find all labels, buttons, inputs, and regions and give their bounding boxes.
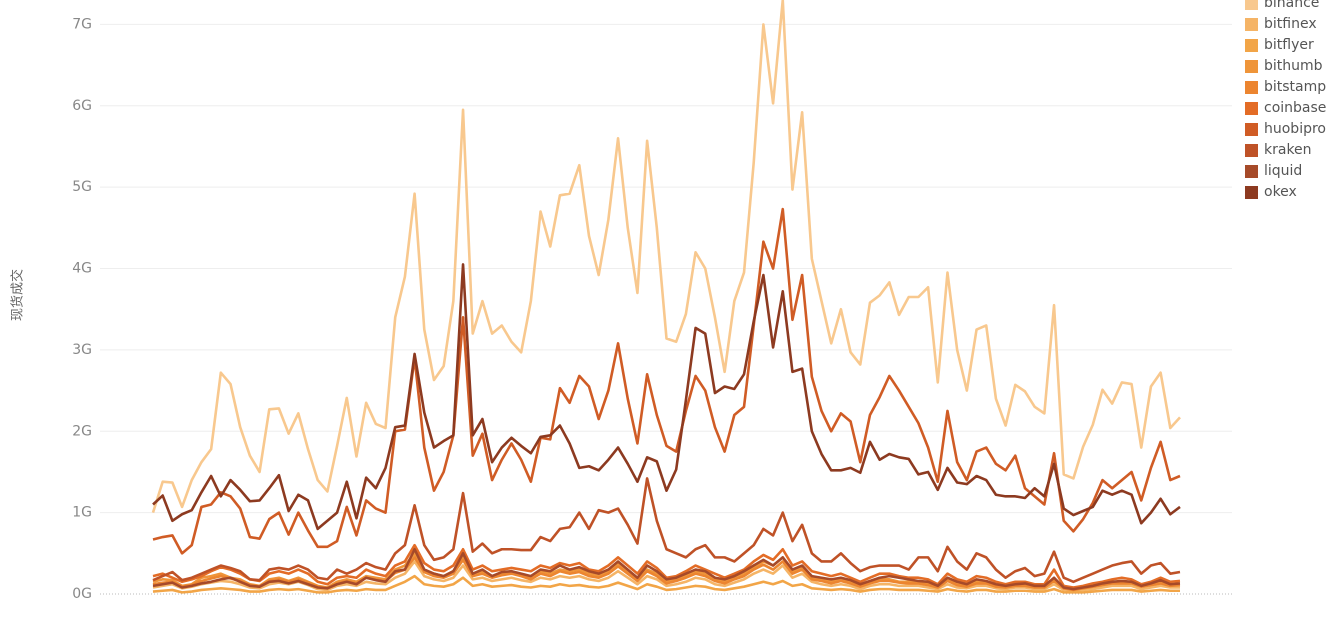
y-tick-label: 1G [72, 505, 92, 521]
legend-swatch [1245, 0, 1258, 10]
legend-swatch [1245, 81, 1258, 94]
legend-label: kraken [1264, 142, 1312, 158]
series-line [152, 263, 1181, 531]
legend-label: liquid [1264, 163, 1302, 179]
legend-swatch [1245, 186, 1258, 199]
legend-label: bithumb [1264, 58, 1323, 74]
legend-swatch [1245, 102, 1258, 115]
legend-swatch [1245, 18, 1258, 31]
legend-label: bitstamp [1264, 79, 1326, 95]
legend-swatch [1245, 165, 1258, 178]
y-axis-label: 现货成交 [10, 269, 26, 321]
series-line [151, 0, 1181, 514]
legend-swatch [1245, 39, 1258, 52]
legend-swatch [1245, 123, 1258, 136]
y-tick-label: 3G [72, 342, 92, 358]
legend-label: coinbase [1264, 100, 1326, 116]
legend-label: bitflyer [1264, 37, 1314, 53]
series-line [152, 477, 1181, 584]
y-tick-label: 5G [72, 179, 92, 195]
y-tick-label: 2G [72, 423, 92, 439]
y-tick-label: 4G [72, 261, 92, 277]
y-tick-label: 7G [72, 16, 92, 32]
y-tick-label: 0G [72, 586, 92, 602]
legend-swatch [1245, 60, 1258, 73]
legend-label: bitfinex [1264, 16, 1317, 32]
series-line [152, 574, 1180, 594]
series-line [152, 207, 1181, 555]
series-line [152, 547, 1181, 591]
y-tick-label: 6G [72, 98, 92, 114]
legend-label: huobipro [1264, 121, 1326, 137]
legend-label: okex [1264, 184, 1297, 200]
legend-label: binance [1264, 0, 1319, 11]
legend-swatch [1245, 144, 1258, 157]
series-line [152, 560, 1180, 593]
